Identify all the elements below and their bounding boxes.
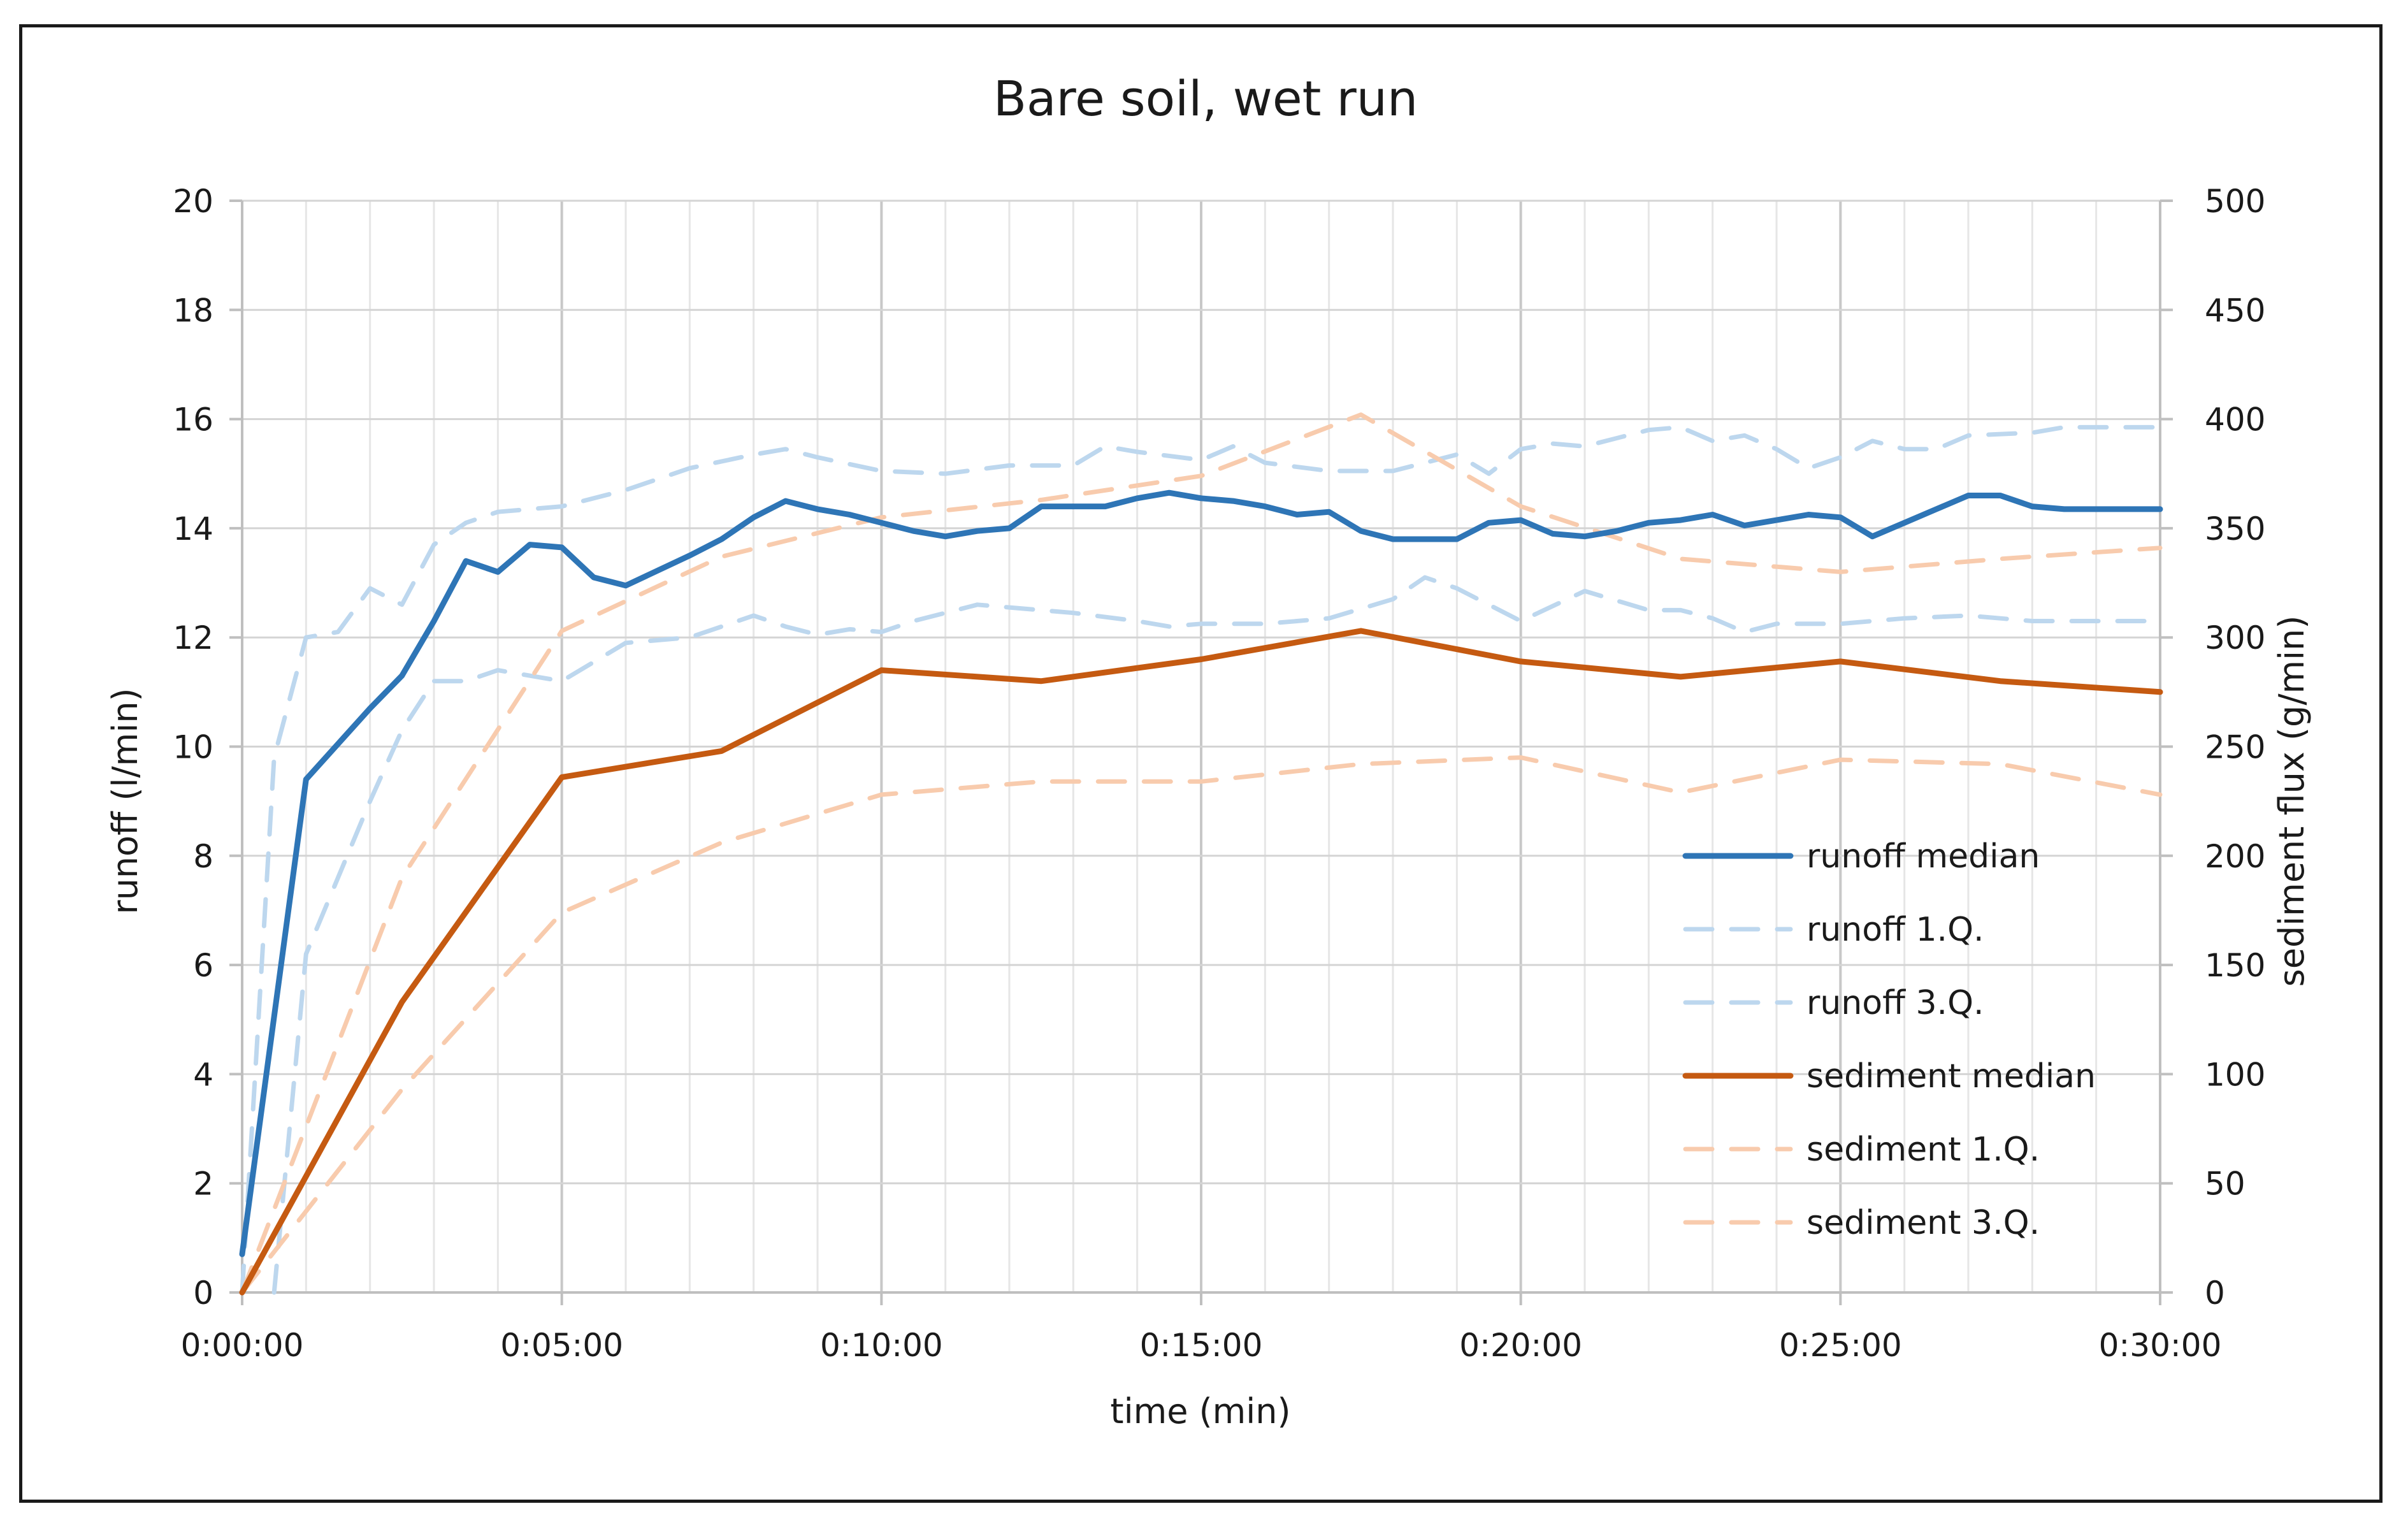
y-tick-label: 16 <box>173 402 213 438</box>
series-line-sediment-3-q <box>240 412 2163 1295</box>
y-tick-label: 8 <box>193 838 213 875</box>
series-line-sediment-median <box>239 628 2163 1296</box>
y2-axis-title: sediment flux (g/min) <box>2272 616 2312 987</box>
y2-tick-label: 450 <box>2205 292 2265 329</box>
x-tick-label: 0:30:00 <box>2099 1327 2222 1364</box>
y2-tick-label: 200 <box>2205 838 2265 875</box>
chart-frame: Bare soil, wet run 0 2 4 6 8 10 12 14 16 18 20 0 50 1… <box>19 24 2383 1503</box>
y2-tick-label: 400 <box>2205 402 2265 438</box>
chart-title: Bare soil, wet run <box>993 70 1418 127</box>
legend-label: sediment 1.Q. <box>1806 1131 2040 1169</box>
legend: runoff median runoff 1.Q. runoff 3.Q. sedim… <box>1682 837 2096 1242</box>
grid-lines <box>242 199 2161 1292</box>
y-tick-label: 20 <box>173 183 213 220</box>
series-lines <box>239 412 2163 1296</box>
axes <box>229 199 2173 1305</box>
x-tick-label: 0:20:00 <box>1459 1327 1582 1364</box>
legend-label: sediment median <box>1806 1057 2096 1096</box>
y2-tick-label: 150 <box>2205 947 2265 984</box>
chart-canvas: Bare soil, wet run 024681012141618200501… <box>105 70 2312 1431</box>
legend-label: runoff 3.Q. <box>1806 984 1984 1022</box>
y2-tick-label: 0 <box>2205 1275 2225 1312</box>
legend-label: sediment 3.Q. <box>1806 1204 2040 1242</box>
x-tick-label: 0:25:00 <box>1779 1327 1902 1364</box>
y2-tick-label: 300 <box>2205 619 2265 656</box>
series-line-runoff-1-q <box>271 575 2163 1295</box>
y-tick-label: 6 <box>193 947 213 984</box>
y-tick-label: 10 <box>173 729 213 766</box>
y-tick-label: 2 <box>193 1166 213 1203</box>
x-tick-label: 0:00:00 <box>181 1327 304 1364</box>
legend-label: runoff median <box>1806 837 2040 876</box>
y2-tick-label: 100 <box>2205 1056 2265 1093</box>
y2-tick-label: 250 <box>2205 729 2265 766</box>
x-tick-label: 0:10:00 <box>820 1327 943 1364</box>
y-tick-label: 14 <box>173 510 213 547</box>
y-tick-label: 0 <box>193 1275 213 1312</box>
y-tick-label: 18 <box>173 292 213 329</box>
y-tick-label: 4 <box>193 1056 213 1093</box>
tick-labels: 0246810121416182005010015020025030035040… <box>173 183 2265 1364</box>
x-tick-label: 0:15:00 <box>1140 1327 1263 1364</box>
x-axis-title: time (min) <box>1110 1391 1290 1431</box>
series-line-sediment-1-q <box>240 755 2163 1295</box>
y2-tick-label: 350 <box>2205 510 2265 547</box>
y2-tick-label: 500 <box>2205 183 2265 220</box>
y-axis-title: runoff (l/min) <box>105 688 145 914</box>
y-tick-label: 12 <box>173 619 213 656</box>
y2-tick-label: 50 <box>2205 1166 2246 1203</box>
legend-label: runoff 1.Q. <box>1806 911 1984 949</box>
x-tick-label: 0:05:00 <box>500 1327 623 1364</box>
series-line-runoff-median <box>239 489 2163 1257</box>
series-line-runoff-3-q <box>240 424 2163 1295</box>
